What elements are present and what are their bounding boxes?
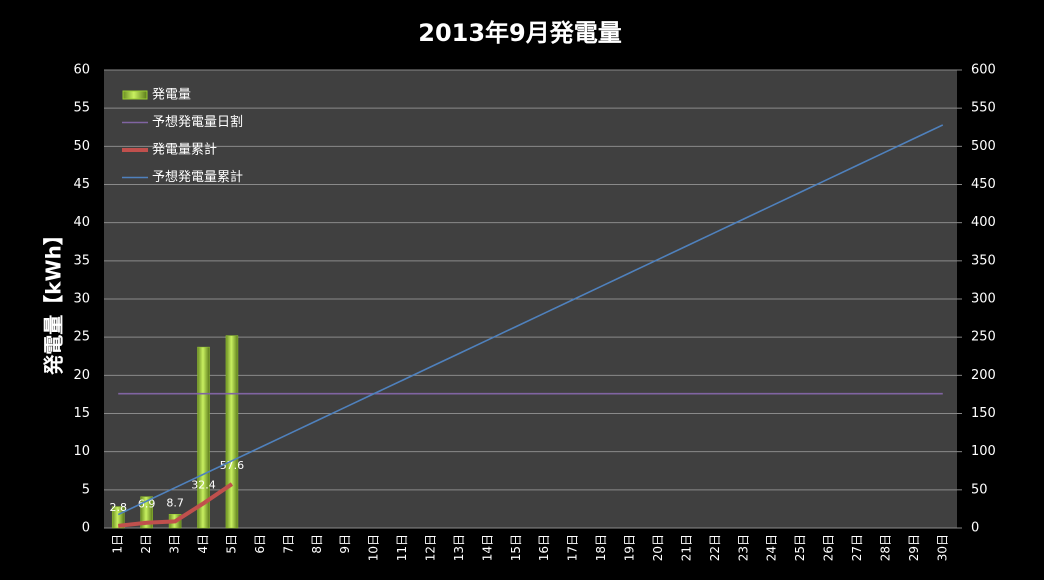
bar: [225, 335, 239, 529]
x-tick-label: 13日: [452, 534, 466, 561]
data-label: 57.6: [220, 459, 245, 472]
x-tick-label: 24日: [765, 534, 779, 561]
legend-label: 予想発電量累計: [152, 169, 243, 185]
x-tick-label: 12日: [423, 534, 437, 561]
x-tick-label: 28日: [878, 534, 892, 561]
y2-tick-label: 50: [971, 482, 988, 497]
y-tick-label: 40: [73, 215, 90, 230]
y-tick-label: 45: [73, 177, 90, 192]
x-tick-label: 5日: [224, 534, 238, 554]
x-tick-label: 1日: [111, 534, 125, 554]
y-tick-label: 10: [73, 444, 90, 459]
chart-title: 2013年9月発電量: [418, 19, 622, 47]
y-tick-label: 30: [73, 292, 90, 307]
x-tick-label: 15日: [509, 534, 523, 561]
y-tick-label: 0: [82, 521, 90, 536]
x-tick-label: 3日: [168, 534, 182, 554]
bar: [197, 346, 210, 529]
y2-tick-label: 350: [971, 253, 996, 268]
x-tick-label: 29日: [907, 534, 921, 561]
legend-label: 発電量: [152, 88, 191, 103]
legend-marker: [122, 90, 148, 100]
x-tick-label: 21日: [679, 534, 693, 561]
x-tick-label: 23日: [736, 534, 750, 561]
y2-tick-label: 200: [971, 368, 996, 383]
y2-tick-label: 500: [971, 139, 996, 154]
y-tick-label: 35: [73, 253, 90, 268]
data-label: 6.9: [138, 498, 156, 511]
series-line: [117, 124, 944, 516]
y-tick-label: 15: [73, 406, 90, 421]
x-tick-label: 11日: [395, 534, 409, 561]
y-tick-label: 25: [73, 330, 90, 345]
x-tick-label: 30日: [935, 534, 949, 561]
bar: [111, 506, 125, 529]
y2-tick-label: 450: [971, 177, 996, 192]
x-tick-label: 26日: [822, 534, 836, 561]
x-tick-label: 27日: [850, 534, 864, 561]
y2-tick-label: 250: [971, 330, 996, 345]
y2-tick-label: 400: [971, 215, 996, 230]
y2-tick-label: 600: [971, 63, 996, 78]
x-tick-label: 18日: [594, 534, 608, 561]
y2-tick-label: 100: [971, 444, 996, 459]
y-axis-label: 発電量【kWh】: [42, 225, 66, 376]
x-tick-label: 22日: [708, 534, 722, 561]
data-label: 8.7: [166, 496, 184, 509]
y2-tick-label: 550: [971, 101, 996, 116]
data-label: 2.8: [109, 501, 127, 514]
x-tick-label: 16日: [537, 534, 551, 561]
x-tick-label: 7日: [281, 534, 295, 554]
legend-label: 発電量累計: [152, 142, 217, 158]
y-tick-label: 50: [73, 139, 90, 154]
x-tick-label: 20日: [651, 534, 665, 561]
series-line: [117, 482, 234, 528]
x-tick-label: 2日: [139, 534, 153, 554]
x-tick-label: 14日: [480, 534, 494, 561]
x-tick-label: 19日: [623, 534, 637, 561]
x-tick-label: 4日: [196, 534, 210, 554]
y2-tick-label: 0: [971, 521, 979, 536]
y2-tick-label: 150: [971, 406, 996, 421]
legend-label: 予想発電量日割: [152, 114, 243, 130]
bar: [140, 496, 153, 529]
data-label: 32.4: [191, 478, 216, 491]
y-tick-label: 5: [82, 482, 90, 497]
y2-tick-label: 300: [971, 292, 996, 307]
y-tick-label: 60: [73, 63, 90, 78]
x-tick-label: 25日: [793, 534, 807, 561]
x-tick-label: 8日: [310, 534, 324, 554]
y-tick-label: 55: [73, 101, 90, 116]
x-tick-label: 10日: [367, 534, 381, 561]
x-tick-label: 9日: [338, 534, 352, 554]
x-tick-label: 6日: [253, 534, 267, 554]
y-tick-label: 20: [73, 368, 90, 383]
x-tick-label: 17日: [566, 534, 580, 561]
